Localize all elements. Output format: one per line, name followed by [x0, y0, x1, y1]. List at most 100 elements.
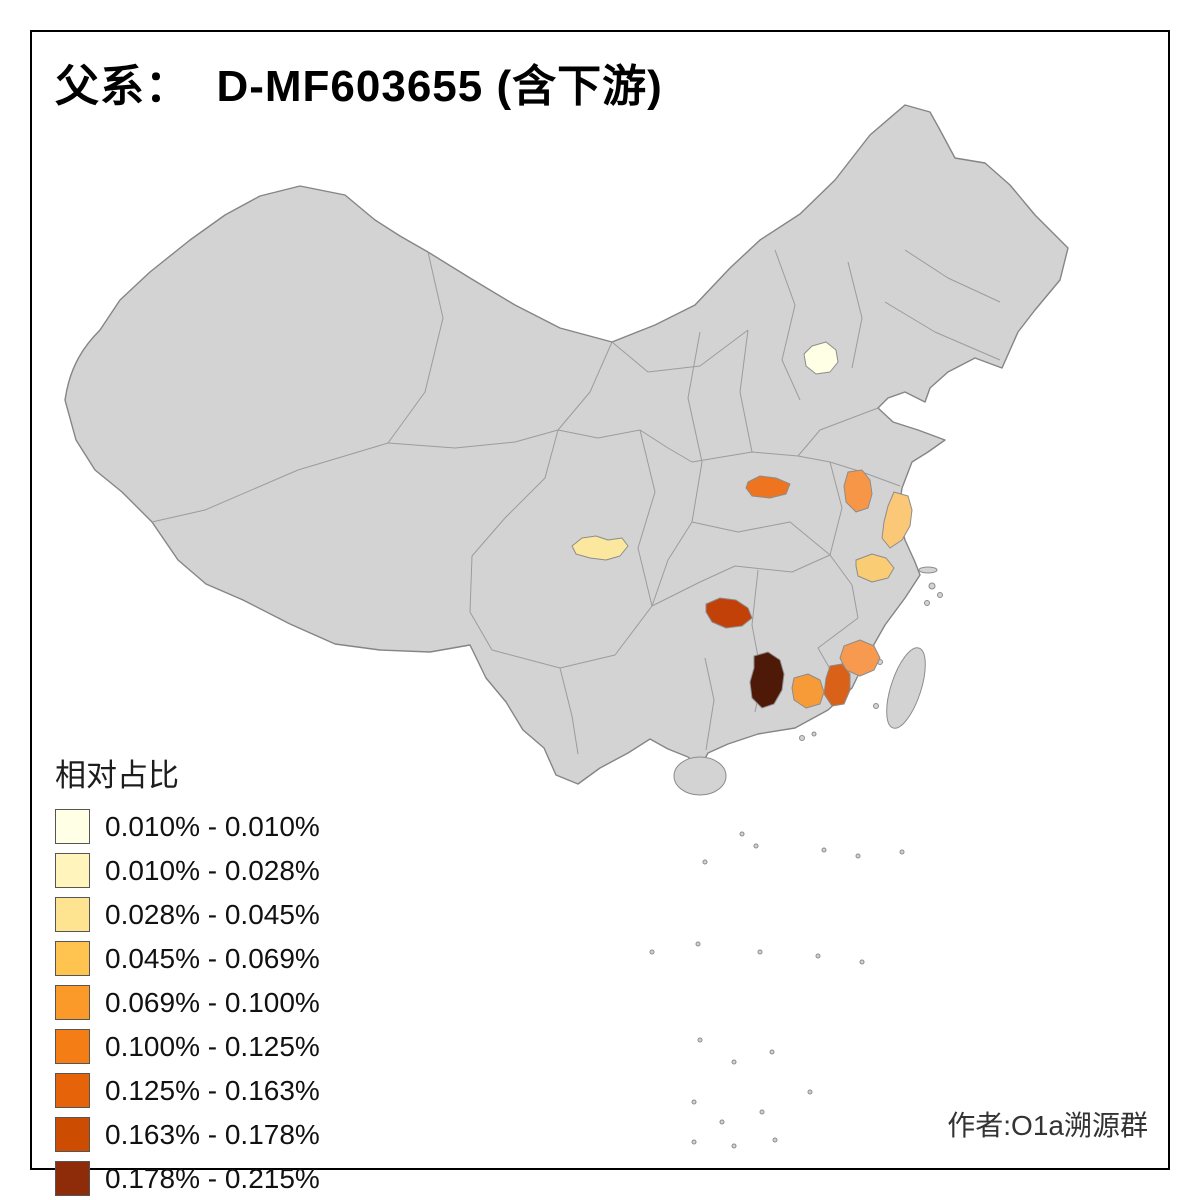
legend-label: 0.045% - 0.069%	[105, 943, 320, 974]
legend-label: 0.163% - 0.178%	[105, 1119, 320, 1150]
legend-title: 相对占比	[55, 758, 179, 793]
author-credit: 作者:O1a溯源群	[947, 1110, 1148, 1141]
province-border-line	[387, 429, 559, 449]
province-border-line	[559, 667, 579, 755]
province-border-line	[739, 329, 753, 453]
south-china-sea-islands	[649, 831, 905, 1149]
province-border-line	[884, 301, 1001, 361]
region-guangdong-west	[791, 673, 825, 709]
penghu-islet	[873, 703, 879, 709]
sea-islet	[731, 1143, 737, 1149]
chongming-island	[918, 566, 938, 574]
legend-item: 0.178% - 0.215%	[55, 1161, 320, 1196]
sea-islet	[815, 953, 821, 959]
province-border-line	[904, 249, 1001, 303]
legend: 相对占比 0.010% - 0.010% 0.010% - 0.028% 0.0…	[55, 750, 320, 1200]
province-border-line	[829, 554, 859, 619]
sea-islet	[859, 959, 865, 965]
province-border-line	[639, 429, 693, 463]
sea-islet	[855, 853, 861, 859]
taiwan-island	[886, 647, 926, 729]
region-chengdu-sichuan	[571, 535, 629, 561]
sea-islet	[691, 1139, 697, 1145]
sea-islet	[757, 949, 763, 955]
province-border-line	[651, 521, 693, 607]
region-jiangxi-south	[749, 651, 785, 709]
coastal-islet	[799, 735, 805, 741]
province-border-line	[611, 329, 749, 373]
region-henan	[745, 475, 791, 499]
legend-swatch	[55, 1073, 90, 1108]
legend-label: 0.028% - 0.045%	[105, 899, 320, 930]
legend-item: 0.010% - 0.028%	[55, 853, 320, 888]
legend-label: 0.069% - 0.100%	[105, 987, 320, 1018]
province-border-line	[691, 521, 831, 556]
legend-label: 0.010% - 0.010%	[105, 811, 320, 842]
islands	[673, 566, 943, 796]
province-border-line	[847, 261, 863, 369]
legend-item: 0.028% - 0.045%	[55, 897, 320, 932]
sea-islet	[769, 1049, 775, 1055]
legend-swatch	[55, 897, 90, 932]
legend-item: 0.010% - 0.010%	[55, 809, 320, 844]
province-border-line	[387, 251, 444, 444]
province-border-line	[651, 554, 831, 607]
legend-label: 0.125% - 0.163%	[105, 1075, 320, 1106]
province-border-line	[704, 657, 715, 751]
sea-islet	[649, 949, 655, 955]
region-fujian-coast	[839, 639, 881, 677]
sea-islet	[759, 1109, 765, 1115]
sea-islet	[695, 941, 701, 947]
highlight-regions	[571, 341, 913, 709]
zhoushan-islet	[928, 582, 936, 590]
sea-islet	[772, 1137, 778, 1143]
sea-islet	[702, 859, 708, 865]
sea-islet	[821, 847, 827, 853]
sea-islet	[731, 1059, 737, 1065]
province-border-line	[491, 605, 653, 669]
legend-item: 0.125% - 0.163%	[55, 1073, 320, 1108]
hainan-island	[673, 756, 727, 796]
coastal-islet	[811, 731, 817, 737]
sea-islet	[719, 1119, 725, 1125]
legend-swatch	[55, 1029, 90, 1064]
province-border-line	[691, 451, 831, 463]
province-border-line	[469, 429, 559, 651]
legend-item: 0.100% - 0.125%	[55, 1029, 320, 1064]
legend-item: 0.045% - 0.069%	[55, 941, 320, 976]
province-borders	[151, 249, 1001, 755]
zhoushan-islet	[924, 600, 930, 606]
province-border-line	[687, 331, 703, 523]
province-border-line	[637, 429, 656, 607]
region-hunan	[705, 597, 753, 629]
china-mainland	[64, 104, 1069, 785]
sea-islet	[753, 843, 759, 849]
province-border-line	[557, 341, 613, 431]
region-guangdong-east	[823, 663, 851, 707]
legend-swatch	[55, 853, 90, 888]
legend-item: 0.163% - 0.178%	[55, 1117, 320, 1152]
legend-swatch	[55, 1161, 90, 1196]
legend-label: 0.100% - 0.125%	[105, 1031, 320, 1062]
legend-label: 0.178% - 0.215%	[105, 1163, 320, 1194]
sea-islet	[691, 1099, 697, 1105]
region-beijing	[803, 341, 839, 375]
sea-islet	[697, 1037, 703, 1043]
legend-swatch	[55, 985, 90, 1020]
legend-swatch	[55, 941, 90, 976]
legend-swatch	[55, 1117, 90, 1152]
region-jiangsu-east	[881, 491, 913, 549]
sea-islet	[739, 831, 745, 837]
page-title: 父系： D-MF603655 (含下游)	[55, 62, 663, 111]
region-zhejiang-north	[855, 553, 895, 583]
region-shandong-south	[843, 469, 873, 513]
page-border	[30, 30, 1170, 1170]
province-border-line	[151, 442, 389, 523]
legend-swatch	[55, 809, 90, 844]
zhoushan-islet	[937, 592, 943, 598]
sea-islet	[899, 849, 905, 855]
province-border-line	[829, 461, 843, 556]
legend-label: 0.010% - 0.028%	[105, 855, 320, 886]
province-border-line	[797, 407, 879, 457]
